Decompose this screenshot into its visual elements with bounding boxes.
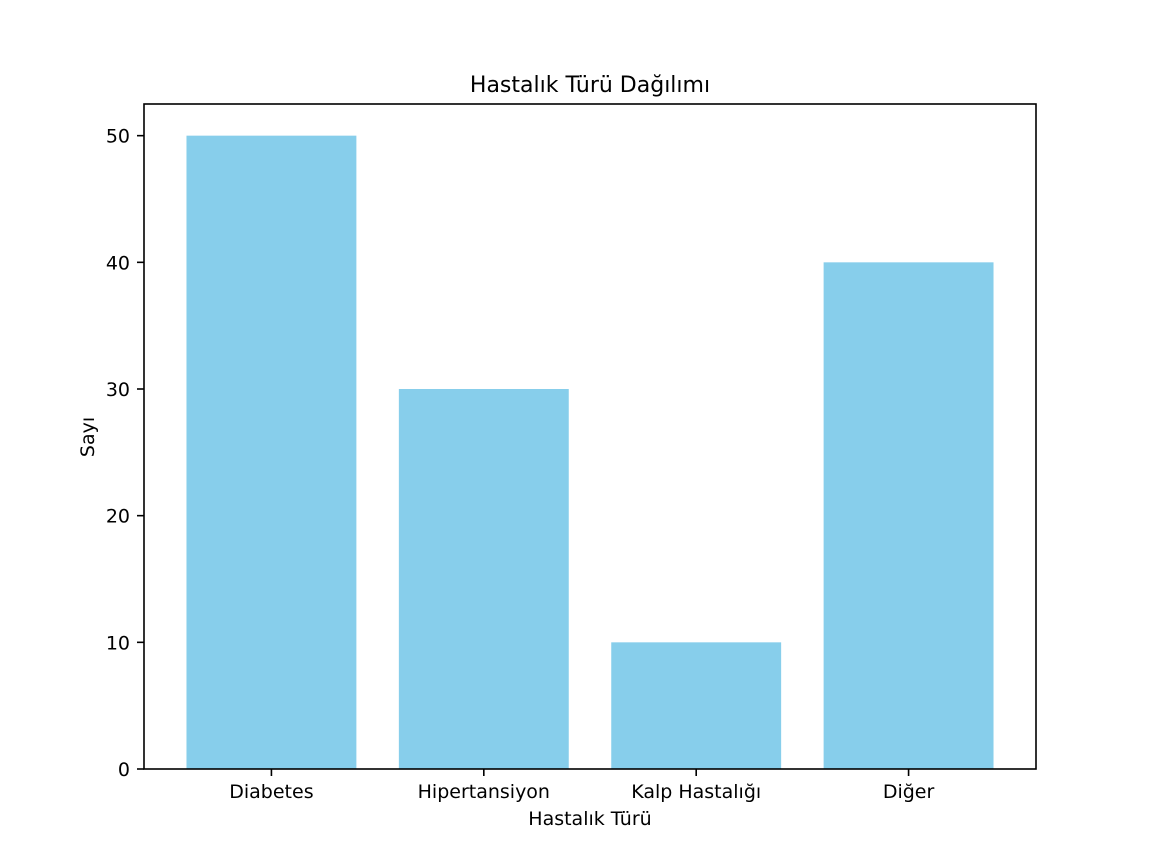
y-tick-label: 40	[106, 252, 130, 274]
bar-0	[186, 135, 357, 769]
plot-frame	[143, 103, 1037, 770]
x-tick-label: Diabetes	[229, 781, 313, 803]
x-axis-label: Hastalık Türü	[528, 808, 651, 830]
y-tick-label: 50	[106, 126, 130, 148]
bar-3	[823, 262, 994, 769]
x-tick-label: Hipertansiyon	[418, 781, 550, 803]
x-tick-label: Diğer	[883, 781, 935, 803]
y-tick-label: 30	[106, 379, 130, 401]
x-axis-ticks: Diabetes Hipertansiyon Kalp Hastalığı Diğer	[229, 769, 934, 803]
bars-group	[186, 135, 994, 769]
y-tick-label: 0	[118, 759, 130, 781]
chart-title: Hastalık Türü Dağılımı	[470, 73, 710, 98]
y-tick-label: 20	[106, 506, 130, 528]
x-tick-label: Kalp Hastalığı	[631, 781, 761, 803]
bar-1	[398, 389, 569, 769]
bar-2	[611, 642, 782, 769]
y-axis-ticks: 0 10 20 30 40 50	[106, 126, 144, 781]
y-axis-label: Sayı	[77, 417, 99, 457]
y-tick-label: 10	[106, 632, 130, 654]
